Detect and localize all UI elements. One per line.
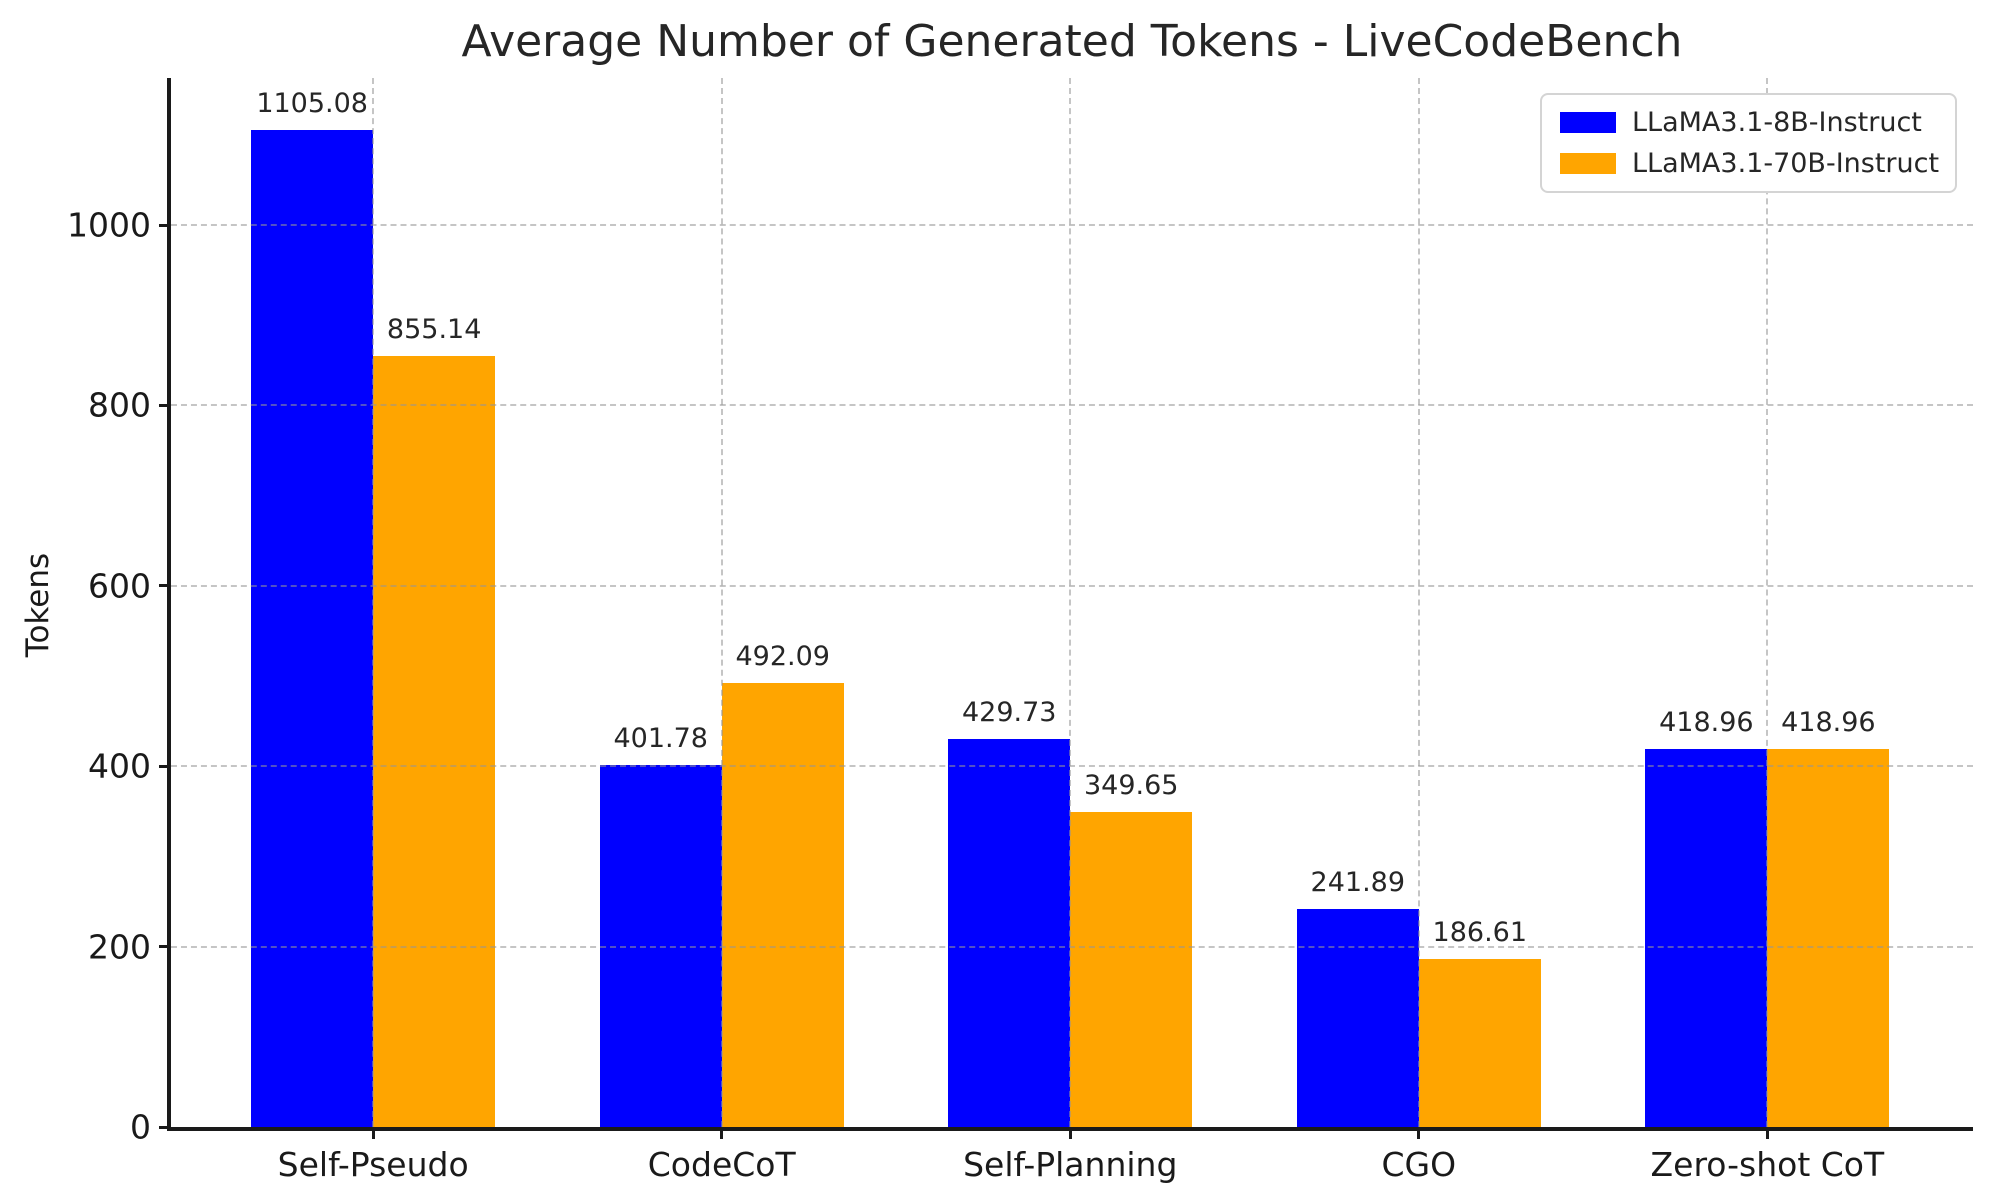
x-tick-label-CodeCoT: CodeCoT xyxy=(647,1145,796,1184)
bar-LLaMA3.1-70B-Instruct-Zero-shot CoT xyxy=(1767,749,1890,1127)
bar-value-label: 1105.08 xyxy=(256,88,368,120)
bar-LLaMA3.1-70B-Instruct-CodeCoT xyxy=(721,683,844,1127)
x-tick-mark xyxy=(1068,1129,1072,1139)
legend-label-8b: LLaMA3.1-8B-Instruct xyxy=(1632,107,1922,138)
bar-value-label: 186.61 xyxy=(1432,916,1528,948)
y-tick-mark xyxy=(159,945,169,949)
x-axis-spine xyxy=(167,1127,1973,1131)
bar-value-label: 349.65 xyxy=(1084,769,1179,801)
bar-LLaMA3.1-8B-Instruct-Self-Pseudo xyxy=(251,130,374,1127)
gridline-vertical xyxy=(720,78,723,1127)
y-tick-mark xyxy=(159,1125,169,1129)
legend-swatch-orange-icon xyxy=(1560,153,1616,174)
gridline-horizontal xyxy=(171,404,1973,407)
bar-LLaMA3.1-8B-Instruct-Zero-shot CoT xyxy=(1645,749,1768,1127)
y-tick-label: 600 xyxy=(88,566,151,606)
legend-swatch-blue-icon xyxy=(1560,112,1616,133)
legend-item-70b: LLaMA3.1-70B-Instruct xyxy=(1560,148,1940,179)
y-tick-label: 0 xyxy=(130,1107,151,1147)
bar-LLaMA3.1-70B-Instruct-Self-Pseudo xyxy=(373,355,496,1127)
bar-value-label: 418.96 xyxy=(1781,707,1876,739)
bar-value-label: 241.89 xyxy=(1310,866,1406,898)
gridline-vertical xyxy=(1766,78,1769,1127)
y-tick-label: 800 xyxy=(88,385,151,425)
gridline-vertical xyxy=(1069,78,1072,1127)
legend-label-70b: LLaMA3.1-70B-Instruct xyxy=(1632,148,1940,179)
gridline-horizontal xyxy=(171,584,1973,587)
gridline-vertical xyxy=(1417,78,1420,1127)
bar-value-label: 429.73 xyxy=(962,697,1057,729)
y-tick-label: 200 xyxy=(88,927,151,967)
x-tick-label-CGO: CGO xyxy=(1381,1145,1457,1184)
gridline-vertical xyxy=(372,78,375,1127)
legend: LLaMA3.1-8B-Instruct LLaMA3.1-70B-Instru… xyxy=(1540,93,1957,193)
y-tick-mark xyxy=(159,223,169,227)
bar-value-label: 401.78 xyxy=(613,722,708,754)
x-tick-mark xyxy=(1765,1129,1769,1139)
legend-item-8b: LLaMA3.1-8B-Instruct xyxy=(1560,107,1937,138)
bar-LLaMA3.1-8B-Instruct-CGO xyxy=(1296,908,1419,1127)
gridline-horizontal xyxy=(171,224,1973,227)
gridline-horizontal xyxy=(171,765,1973,768)
x-tick-mark xyxy=(720,1129,724,1139)
y-tick-label: 400 xyxy=(88,746,151,786)
bar-value-label: 492.09 xyxy=(735,641,830,673)
bar-value-label: 855.14 xyxy=(386,313,482,345)
x-tick-label-Zero-shot CoT: Zero-shot CoT xyxy=(1650,1145,1885,1184)
y-tick-label: 1000 xyxy=(67,205,151,245)
bar-value-label: 418.96 xyxy=(1659,707,1754,739)
bar-LLaMA3.1-70B-Instruct-CGO xyxy=(1418,958,1541,1127)
bar-LLaMA3.1-8B-Instruct-Self-Planning xyxy=(948,739,1071,1127)
x-tick-label-Self-Pseudo: Self-Pseudo xyxy=(277,1145,469,1184)
x-tick-mark xyxy=(371,1129,375,1139)
y-tick-mark xyxy=(159,584,169,588)
bar-LLaMA3.1-70B-Instruct-Self-Planning xyxy=(1070,811,1193,1127)
x-tick-mark xyxy=(1417,1129,1421,1139)
y-tick-mark xyxy=(159,764,169,768)
chart-title: Average Number of Generated Tokens - Liv… xyxy=(461,16,1683,67)
y-tick-mark xyxy=(159,403,169,407)
y-axis-spine xyxy=(167,78,171,1131)
gridline-horizontal xyxy=(171,945,1973,948)
x-tick-label-Self-Planning: Self-Planning xyxy=(963,1145,1178,1184)
